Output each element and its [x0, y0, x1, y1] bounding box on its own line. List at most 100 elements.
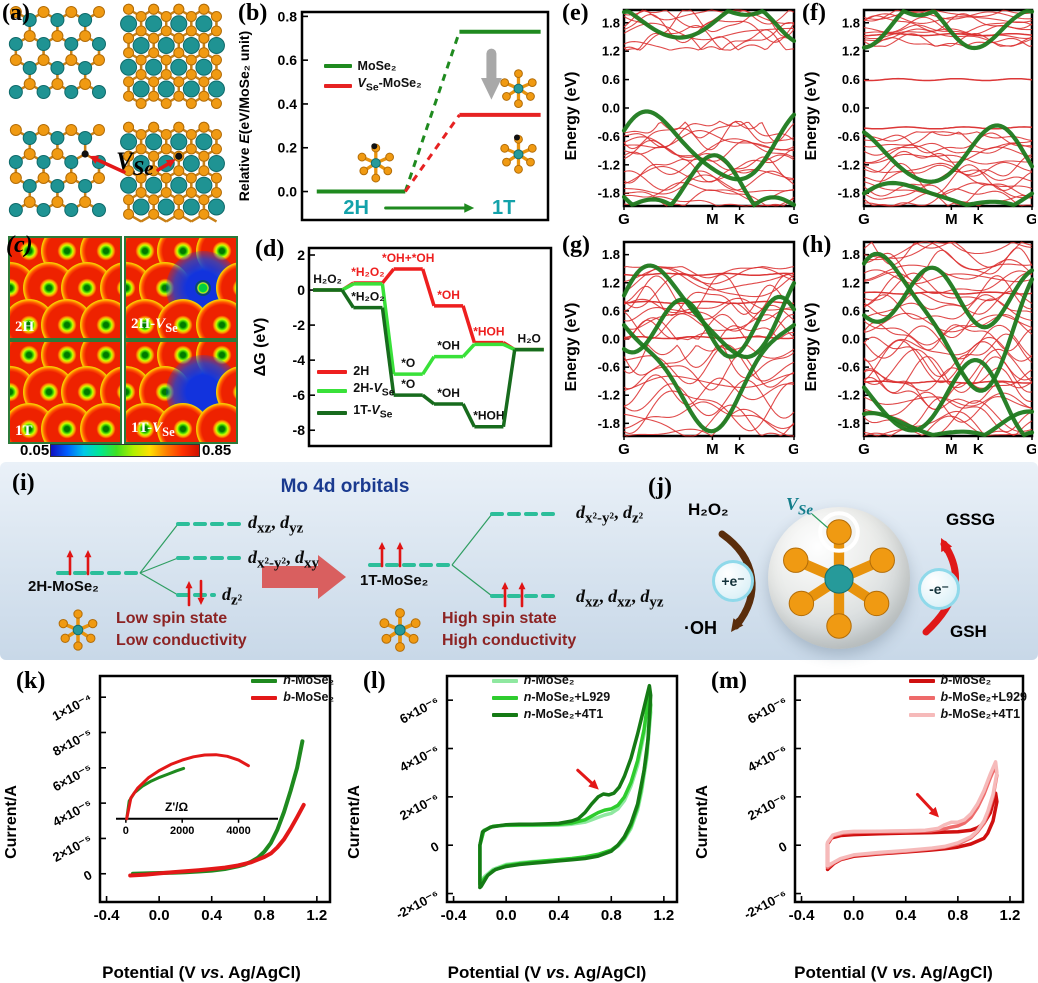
svg-text:*H₂O₂: *H₂O₂ — [351, 290, 384, 304]
minus-electron-badge: -e⁻ — [918, 568, 960, 610]
panel-m-ylabel: Current/A — [694, 784, 711, 859]
panel-a-structures: (a) VSe — [0, 0, 230, 232]
svg-text:4×10⁻⁵: 4×10⁻⁵ — [50, 797, 94, 830]
panel-b-label: (b) — [238, 0, 268, 26]
svg-text:-0.6: -0.6 — [598, 360, 620, 375]
legend-swatch — [491, 712, 518, 717]
svg-text:1.2: 1.2 — [842, 275, 860, 290]
svg-text:H₂O₂: H₂O₂ — [313, 272, 342, 286]
legend-label: b-MoSe₂ — [940, 673, 992, 687]
legend-swatch — [491, 678, 518, 683]
legend-item: MoSe₂ — [323, 58, 422, 75]
chart-lsv: -0.4 0.0 0.4 0.8 1.2 1×10⁻⁴ 8×10⁻⁵ 6×10⁻⁵ 4×10⁻⁵… — [36, 670, 338, 942]
panel-l-label: (l) — [363, 668, 386, 694]
chart-free-energy: 2 0 -2 -4 -6 -8 H₂O₂ *H₂O₂ *OH+*OH *OH *HOH H₂O *O *O… — [275, 238, 557, 458]
svg-text:0.4: 0.4 — [548, 907, 570, 924]
svg-text:*O: *O — [401, 377, 415, 391]
density-map-label: 2H-VSe — [131, 316, 178, 335]
chart-legend: n-MoSe₂ b-MoSe₂ — [251, 672, 334, 706]
colorbar — [50, 444, 200, 457]
svg-text:0.8: 0.8 — [278, 8, 298, 24]
panel-g-label: (g) — [562, 232, 590, 258]
banner-orbitals-catalysis: (i) Mo 4d orbitals 2H-MoSe₂ dxz, dyz dx²… — [0, 462, 1038, 660]
svg-text:1.8: 1.8 — [842, 247, 860, 262]
svg-text:0.6: 0.6 — [602, 303, 620, 318]
svg-text:0.8: 0.8 — [947, 907, 968, 924]
panel-b-ylabel: Relative E(eV/MoSe₂ unit) — [236, 30, 252, 202]
svg-text:*OH+*OH: *OH+*OH — [382, 251, 434, 265]
svg-text:*OH: *OH — [437, 339, 460, 353]
svg-text:-6: -6 — [293, 387, 306, 403]
right-level2-label: dxz, dxz, dyz — [576, 586, 664, 611]
panel-a-label: (a) — [2, 0, 30, 26]
svg-text:-0.6: -0.6 — [838, 360, 860, 375]
svg-text:-1.8: -1.8 — [838, 186, 860, 201]
chart-band-g: 1.8 1.2 0.6 0.0 -0.6 -1.2 -1.8 G M K G — [586, 236, 800, 460]
legend-label: b-MoSe₂ — [283, 690, 334, 704]
svg-text:-1.2: -1.2 — [598, 157, 620, 172]
svg-text:M: M — [706, 441, 719, 458]
svg-text:0: 0 — [123, 825, 129, 837]
density-map-1T-VSe: 1T-VSe — [124, 340, 238, 444]
chart-cv-n: -0.4 0.0 0.4 0.8 1.2 6×10⁻⁶ 4×10⁻⁶ 2×10⁻⁶ 0 -2×10… — [383, 670, 685, 942]
svg-text:-0.6: -0.6 — [598, 129, 620, 144]
chart-relative-energy: 0.0 0.2 0.4 0.6 0.8 2H 1T MoSe₂ VSe-MoSe₂ — [258, 4, 556, 228]
svg-text:1.2: 1.2 — [306, 907, 327, 924]
legend-label: n-MoSe₂+L929 — [523, 690, 611, 704]
svg-text:G: G — [858, 211, 870, 228]
svg-text:2×10⁻⁶: 2×10⁻⁶ — [745, 790, 789, 823]
panel-m-label: (m) — [711, 668, 747, 694]
svg-text:1×10⁻⁴: 1×10⁻⁴ — [50, 691, 95, 724]
legend-item: 2H — [317, 363, 394, 380]
legend-swatch — [251, 678, 278, 683]
legend-swatch — [317, 410, 348, 415]
svg-text:0.8: 0.8 — [601, 907, 622, 924]
legend-swatch — [908, 678, 935, 683]
panel-d-free-energy: (d) ΔG (eV) 2 0 -2 -4 -6 -8 H₂O₂ *H₂O₂ *OH+*OH *O… — [245, 232, 560, 462]
panel-k-xlabel: Potential (V vs. Ag/AgCl) — [102, 963, 301, 982]
panel-d-label: (d) — [255, 236, 285, 262]
legend-label: 2H — [353, 364, 370, 379]
plus-electron-badge: +e⁻ — [712, 560, 754, 602]
chart-cv-b: -0.4 0.0 0.4 0.8 1.2 6×10⁻⁶ 4×10⁻⁶ 2×10⁻⁶ 0 -2×10… — [731, 670, 1031, 942]
legend-label: b-MoSe₂+4T1 — [940, 707, 1021, 721]
hydroxyl-radical-label: ·OH — [684, 618, 717, 638]
legend-swatch — [908, 695, 935, 700]
legend-swatch — [317, 369, 348, 374]
legend-label: n-MoSe₂+4T1 — [523, 707, 604, 721]
svg-text:0.4: 0.4 — [201, 907, 223, 924]
chart-canvas: 0.0 0.2 0.4 0.6 0.8 2H 1T — [278, 8, 550, 222]
svg-text:*HOH: *HOH — [473, 409, 504, 423]
lattice-drawing — [8, 3, 225, 223]
svg-text:8×10⁻⁵: 8×10⁻⁵ — [50, 726, 94, 759]
panel-l-ylabel: Current/A — [346, 784, 363, 859]
panel-e-bands: (e) Energy (eV) 1.8 1.2 0.6 0.0 -0.6 -1.2 -1.8… — [560, 0, 800, 232]
banner-drawing — [56, 511, 960, 652]
svg-text:0.0: 0.0 — [842, 332, 860, 347]
svg-text:*OH: *OH — [437, 288, 460, 302]
legend-label: MoSe₂ — [357, 58, 397, 73]
svg-text:0.6: 0.6 — [278, 52, 298, 68]
svg-text:M: M — [945, 441, 958, 458]
svg-text:K: K — [973, 441, 984, 458]
colorbar-max: 0.85 — [202, 442, 232, 459]
svg-text:6×10⁻⁶: 6×10⁻⁶ — [397, 694, 441, 727]
chart-canvas: -0.4 0.0 0.4 0.8 1.2 6×10⁻⁶ 4×10⁻⁶ 2×10⁻⁶ 0 -2×10… — [741, 674, 1025, 924]
legend-item: 1T-VSe — [317, 402, 394, 424]
svg-text:-0.4: -0.4 — [94, 907, 121, 924]
svg-text:0.0: 0.0 — [843, 907, 864, 924]
svg-text:2×10⁻⁵: 2×10⁻⁵ — [50, 832, 94, 865]
svg-text:0.6: 0.6 — [842, 303, 860, 318]
svg-text:-0.4: -0.4 — [441, 907, 468, 924]
panel-c-label: (c) — [6, 232, 33, 258]
svg-text:0: 0 — [428, 839, 441, 856]
gsh-label: GSH — [950, 622, 987, 641]
svg-text:0.4: 0.4 — [895, 907, 917, 924]
chart-canvas: 1.8 1.2 0.6 0.0 -0.6 -1.2 -1.8 G M K G — [838, 240, 1038, 458]
svg-text:M: M — [945, 211, 958, 228]
svg-text:0.6: 0.6 — [842, 72, 860, 87]
panel-k-lsv: (k) Current/A -0.4 0.0 0.4 0.8 1.2 1×10⁻⁴ 8×10… — [2, 660, 345, 983]
chart-canvas: -0.4 0.0 0.4 0.8 1.2 6×10⁻⁶ 4×10⁻⁶ 2×10⁻⁶ 0 -2×10… — [393, 674, 679, 924]
left-level1-label: dxz, dyz — [248, 512, 304, 537]
right-base-label: 1T-MoSe₂ — [360, 572, 429, 589]
